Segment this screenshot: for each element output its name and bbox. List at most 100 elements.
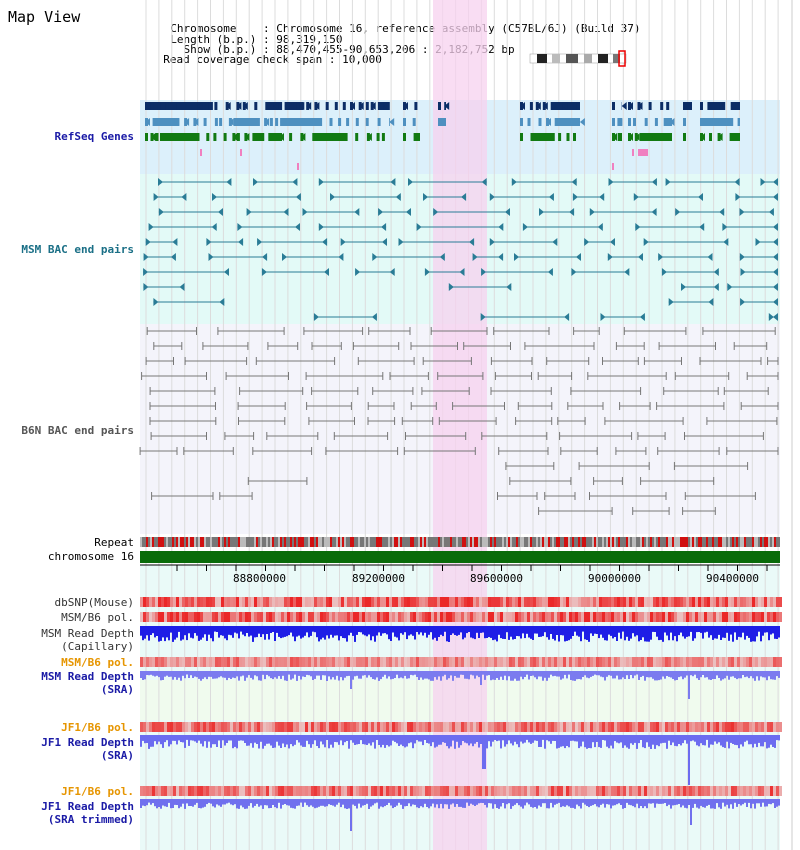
depth-bar xyxy=(174,626,176,640)
chromosome-bar[interactable] xyxy=(140,551,780,563)
heat-cell xyxy=(212,657,215,667)
heat-cell xyxy=(200,657,203,667)
heat-cell xyxy=(695,722,698,732)
depth-bar xyxy=(342,735,344,746)
track-label-b6n-bac[interactable]: B6N BAC end pairs xyxy=(21,424,134,437)
heat-cell xyxy=(692,786,695,796)
gene-exon xyxy=(438,102,441,110)
heat-cell xyxy=(677,657,680,667)
msm-bac-end-pairs-glyphs[interactable] xyxy=(143,178,778,321)
depth-bar xyxy=(770,735,772,745)
repeat-track-glyphs[interactable] xyxy=(140,537,780,547)
depth-bar xyxy=(454,626,456,635)
depth-bar xyxy=(714,626,716,639)
depth-bar xyxy=(228,735,230,741)
heat-cell xyxy=(539,657,542,667)
depth-bar xyxy=(392,799,394,809)
depth-bar xyxy=(406,735,408,747)
depth-bar xyxy=(308,735,310,745)
track-label-dbsnp[interactable]: dbSNP(Mouse) xyxy=(54,596,134,609)
gene-exon xyxy=(355,133,359,141)
heat-cell xyxy=(293,786,296,796)
heat-cell xyxy=(551,612,554,622)
heat-cell xyxy=(269,597,272,607)
depth-bar xyxy=(774,626,776,639)
heat-cell xyxy=(266,722,269,732)
track-label-chromosome[interactable]: chromosome 16 xyxy=(47,550,134,563)
heat-cell xyxy=(527,597,530,607)
depth-bar xyxy=(686,671,688,676)
depth-bar xyxy=(180,735,182,742)
track-label-refseq[interactable]: RefSeq Genes xyxy=(54,130,134,143)
gene-arrow xyxy=(268,133,274,141)
refseq-genes-glyphs[interactable] xyxy=(145,102,740,170)
depth-bar xyxy=(326,671,328,681)
repeat-bar xyxy=(710,537,712,547)
heat-cell xyxy=(317,786,320,796)
depth-bar xyxy=(440,626,442,635)
heat-cell xyxy=(443,612,446,622)
heat-cell xyxy=(521,597,524,607)
depth-bar xyxy=(756,626,758,637)
track-label-repeat[interactable]: Repeat xyxy=(94,536,134,549)
highlight-region[interactable] xyxy=(433,0,487,850)
depth-bar xyxy=(658,799,660,804)
depth-bar xyxy=(224,799,226,805)
repeat-bar xyxy=(314,537,316,547)
heat-cell xyxy=(158,612,161,622)
ideogram-position-marker xyxy=(618,50,626,67)
depth-bar xyxy=(762,735,764,747)
chromosome-ideogram[interactable] xyxy=(529,50,627,67)
track-label-jf1-depth-trim[interactable]: JF1 Read Depth xyxy=(41,800,134,813)
depth-bar xyxy=(700,626,702,633)
msm-end xyxy=(539,208,544,216)
depth-bar xyxy=(160,799,162,809)
track-label-msm-b6-pol-2[interactable]: MSM/B6 pol. xyxy=(61,656,134,669)
depth-bar xyxy=(196,799,198,803)
heat-cell xyxy=(299,786,302,796)
heat-tracks[interactable] xyxy=(140,597,782,796)
heat-cell xyxy=(206,657,209,667)
track-label-jf1-b6-pol-2[interactable]: JF1/B6 pol. xyxy=(61,785,134,798)
track-label-jf1-depth-sra[interactable]: JF1 Read Depth xyxy=(41,736,134,749)
depth-bar xyxy=(562,799,564,807)
depth-bar xyxy=(564,735,566,749)
msm-end xyxy=(261,268,267,276)
depth-bar xyxy=(150,735,152,747)
gene-arrow xyxy=(279,133,284,141)
track-label-jf1-b6-pol[interactable]: JF1/B6 pol. xyxy=(61,721,134,734)
heat-cell xyxy=(545,722,548,732)
track-label-msm-depth-sra[interactable]: MSM Read Depth xyxy=(41,670,134,683)
heat-cell xyxy=(209,657,212,667)
track-label-msm-bac[interactable]: MSM BAC end pairs xyxy=(21,243,134,256)
gene-mark xyxy=(632,149,634,156)
heat-cell xyxy=(515,612,518,622)
b6n-bac-end-pairs-glyphs[interactable] xyxy=(139,327,779,515)
repeat-bar xyxy=(520,537,522,547)
heat-cell xyxy=(476,786,479,796)
heat-cell xyxy=(629,786,632,796)
depth-bar xyxy=(404,799,406,807)
depth-bar xyxy=(488,626,490,638)
depth-bar xyxy=(310,671,312,677)
depth-bar xyxy=(606,735,608,747)
heat-cell xyxy=(518,597,521,607)
depth-bar xyxy=(348,626,350,636)
depth-bar xyxy=(418,626,420,635)
depth-bar xyxy=(510,626,512,637)
depth-tracks[interactable] xyxy=(140,626,780,831)
depth-bar xyxy=(334,799,336,807)
heat-cell xyxy=(590,612,593,622)
depth-bar xyxy=(316,799,318,808)
depth-bar xyxy=(566,626,568,641)
track-label-msm-b6-pol[interactable]: MSM/B6 pol. xyxy=(61,611,134,624)
depth-bar xyxy=(506,626,508,633)
track-label-msm-depth-cap[interactable]: MSM Read Depth xyxy=(41,627,134,640)
repeat-bar xyxy=(746,537,748,547)
msm-end xyxy=(390,178,396,186)
depth-bar xyxy=(466,671,468,679)
depth-bar xyxy=(740,799,742,806)
depth-bar xyxy=(736,626,738,640)
heat-cell xyxy=(482,786,485,796)
